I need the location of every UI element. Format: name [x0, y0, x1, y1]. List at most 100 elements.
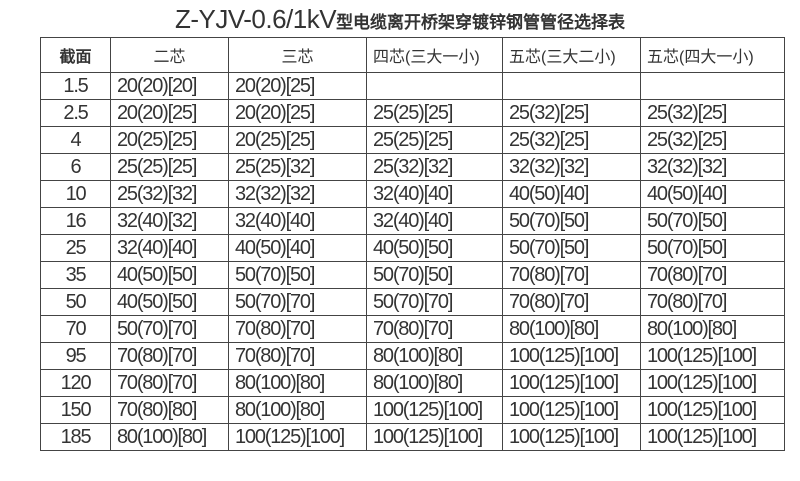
five-core-4-1-cell: 100(125)[100] [640, 423, 785, 451]
three-core-cell: 32(32)[32] [228, 180, 367, 208]
four-core-cell: 100(125)[100] [366, 423, 503, 451]
four-core-cell: 25(32)[32] [366, 153, 503, 181]
two-core-cell: 70(80)[70] [110, 342, 229, 370]
three-core-cell: 25(25)[32] [228, 153, 367, 181]
five-core-4-1-cell: 70(80)[70] [640, 261, 785, 289]
five-core-3-2-cell: 25(32)[25] [502, 126, 641, 154]
three-core-cell: 70(80)[70] [228, 315, 367, 343]
five-core-3-2-cell: 80(100)[80] [502, 315, 641, 343]
five-core-3-2-cell [502, 72, 641, 100]
three-core-cell: 80(100)[80] [228, 369, 367, 397]
five-core-3-2-cell: 50(70)[50] [502, 234, 641, 262]
two-core-cell: 20(20)[20] [110, 72, 229, 100]
five-core-3-2-cell: 25(32)[25] [502, 99, 641, 127]
five-core-3-2-cell: 50(70)[50] [502, 207, 641, 235]
three-core-cell: 70(80)[70] [228, 342, 367, 370]
four-core-cell [366, 72, 503, 100]
table-row: 70 50(70)[70] 70(80)[70] 70(80)[70] 80(100)[… [40, 315, 785, 343]
two-core-cell: 25(25)[25] [110, 153, 229, 181]
table-row: 25 32(40)[40] 40(50)[40] 40(50)[50] 50(70)[5… [40, 234, 785, 262]
five-core-3-2-cell: 40(50)[40] [502, 180, 641, 208]
cross-section-cell: 4 [40, 126, 111, 154]
conduit-size-table: 截面 二芯 三芯 四芯(三大一小) 五芯(三大二小) 五芯(四大一小) 1.5 2… [40, 37, 785, 451]
four-core-cell: 70(80)[70] [366, 315, 503, 343]
five-core-3-2-cell: 100(125)[100] [502, 369, 641, 397]
five-core-4-1-cell: 32(32)[32] [640, 153, 785, 181]
cross-section-cell: 35 [40, 261, 111, 289]
header-row: 截面 二芯 三芯 四芯(三大一小) 五芯(三大二小) 五芯(四大一小) [40, 37, 785, 73]
table-row: 4 20(25)[25] 20(25)[25] 25(25)[25] 25(32)[25… [40, 126, 785, 154]
two-core-cell: 70(80)[70] [110, 369, 229, 397]
five-core-4-1-cell: 25(32)[25] [640, 126, 785, 154]
header-three-core: 三芯 [228, 37, 367, 73]
three-core-cell: 20(20)[25] [228, 99, 367, 127]
four-core-cell: 80(100)[80] [366, 369, 503, 397]
title-suffix: 型电缆离开桥架穿镀锌钢管管径选择表 [336, 13, 626, 32]
table-row: 1.5 20(20)[20] 20(20)[25] [40, 72, 785, 100]
table-row: 50 40(50)[50] 50(70)[70] 50(70)[70] 70(80)[7… [40, 288, 785, 316]
three-core-cell: 50(70)[50] [228, 261, 367, 289]
cross-section-cell: 6 [40, 153, 111, 181]
four-core-cell: 40(50)[50] [366, 234, 503, 262]
table-row: 120 70(80)[70] 80(100)[80] 80(100)[80] 100(1… [40, 369, 785, 397]
header-cross-section: 截面 [40, 37, 111, 73]
five-core-4-1-cell: 70(80)[70] [640, 288, 785, 316]
table-row: 35 40(50)[50] 50(70)[50] 50(70)[50] 70(80)[7… [40, 261, 785, 289]
cross-section-cell: 95 [40, 342, 111, 370]
four-core-cell: 50(70)[50] [366, 261, 503, 289]
two-core-cell: 32(40)[40] [110, 234, 229, 262]
page-title: Z-YJV-0.6/1kV型电缆离开桥架穿镀锌钢管管径选择表 [0, 4, 800, 35]
five-core-4-1-cell: 100(125)[100] [640, 396, 785, 424]
table-row: 95 70(80)[70] 70(80)[70] 80(100)[80] 100(125… [40, 342, 785, 370]
cross-section-cell: 16 [40, 207, 111, 235]
header-five-core-3-2: 五芯(三大二小) [502, 37, 641, 73]
header-five-core-4-1: 五芯(四大一小) [640, 37, 785, 73]
five-core-3-2-cell: 100(125)[100] [502, 396, 641, 424]
table-row: 10 25(32)[32] 32(32)[32] 32(40)[40] 40(50)[4… [40, 180, 785, 208]
four-core-cell: 25(25)[25] [366, 126, 503, 154]
table-row: 6 25(25)[25] 25(25)[32] 25(32)[32] 32(32)[32… [40, 153, 785, 181]
five-core-4-1-cell: 80(100)[80] [640, 315, 785, 343]
three-core-cell: 40(50)[40] [228, 234, 367, 262]
table-row: 150 70(80)[80] 80(100)[80] 100(125)[100] 100… [40, 396, 785, 424]
cross-section-cell: 70 [40, 315, 111, 343]
title-prefix: Z-YJV-0.6/1kV [174, 4, 337, 34]
five-core-4-1-cell: 100(125)[100] [640, 369, 785, 397]
four-core-cell: 32(40)[40] [366, 207, 503, 235]
three-core-cell: 50(70)[70] [228, 288, 367, 316]
five-core-3-2-cell: 70(80)[70] [502, 261, 641, 289]
four-core-cell: 80(100)[80] [366, 342, 503, 370]
five-core-3-2-cell: 70(80)[70] [502, 288, 641, 316]
header-four-core: 四芯(三大一小) [366, 37, 503, 73]
two-core-cell: 70(80)[80] [110, 396, 229, 424]
three-core-cell: 80(100)[80] [228, 396, 367, 424]
four-core-cell: 32(40)[40] [366, 180, 503, 208]
five-core-4-1-cell: 100(125)[100] [640, 342, 785, 370]
cross-section-cell: 2.5 [40, 99, 111, 127]
table-row: 2.5 20(20)[25] 20(20)[25] 25(25)[25] 25(32)[… [40, 99, 785, 127]
five-core-4-1-cell: 50(70)[50] [640, 207, 785, 235]
two-core-cell: 20(25)[25] [110, 126, 229, 154]
five-core-4-1-cell: 25(32)[25] [640, 99, 785, 127]
table-row: 16 32(40)[32] 32(40)[40] 32(40)[40] 50(70)[5… [40, 207, 785, 235]
two-core-cell: 32(40)[32] [110, 207, 229, 235]
two-core-cell: 50(70)[70] [110, 315, 229, 343]
three-core-cell: 100(125)[100] [228, 423, 367, 451]
five-core-4-1-cell: 50(70)[50] [640, 234, 785, 262]
five-core-3-2-cell: 100(125)[100] [502, 423, 641, 451]
cross-section-cell: 120 [40, 369, 111, 397]
cross-section-cell: 150 [40, 396, 111, 424]
two-core-cell: 20(20)[25] [110, 99, 229, 127]
four-core-cell: 25(25)[25] [366, 99, 503, 127]
three-core-cell: 20(20)[25] [228, 72, 367, 100]
five-core-4-1-cell [640, 72, 785, 100]
cross-section-cell: 50 [40, 288, 111, 316]
two-core-cell: 40(50)[50] [110, 288, 229, 316]
four-core-cell: 100(125)[100] [366, 396, 503, 424]
two-core-cell: 40(50)[50] [110, 261, 229, 289]
table-row: 185 80(100)[80] 100(125)[100] 100(125)[100]… [40, 423, 785, 451]
five-core-3-2-cell: 32(32)[32] [502, 153, 641, 181]
four-core-cell: 50(70)[70] [366, 288, 503, 316]
cross-section-cell: 1.5 [40, 72, 111, 100]
five-core-3-2-cell: 100(125)[100] [502, 342, 641, 370]
